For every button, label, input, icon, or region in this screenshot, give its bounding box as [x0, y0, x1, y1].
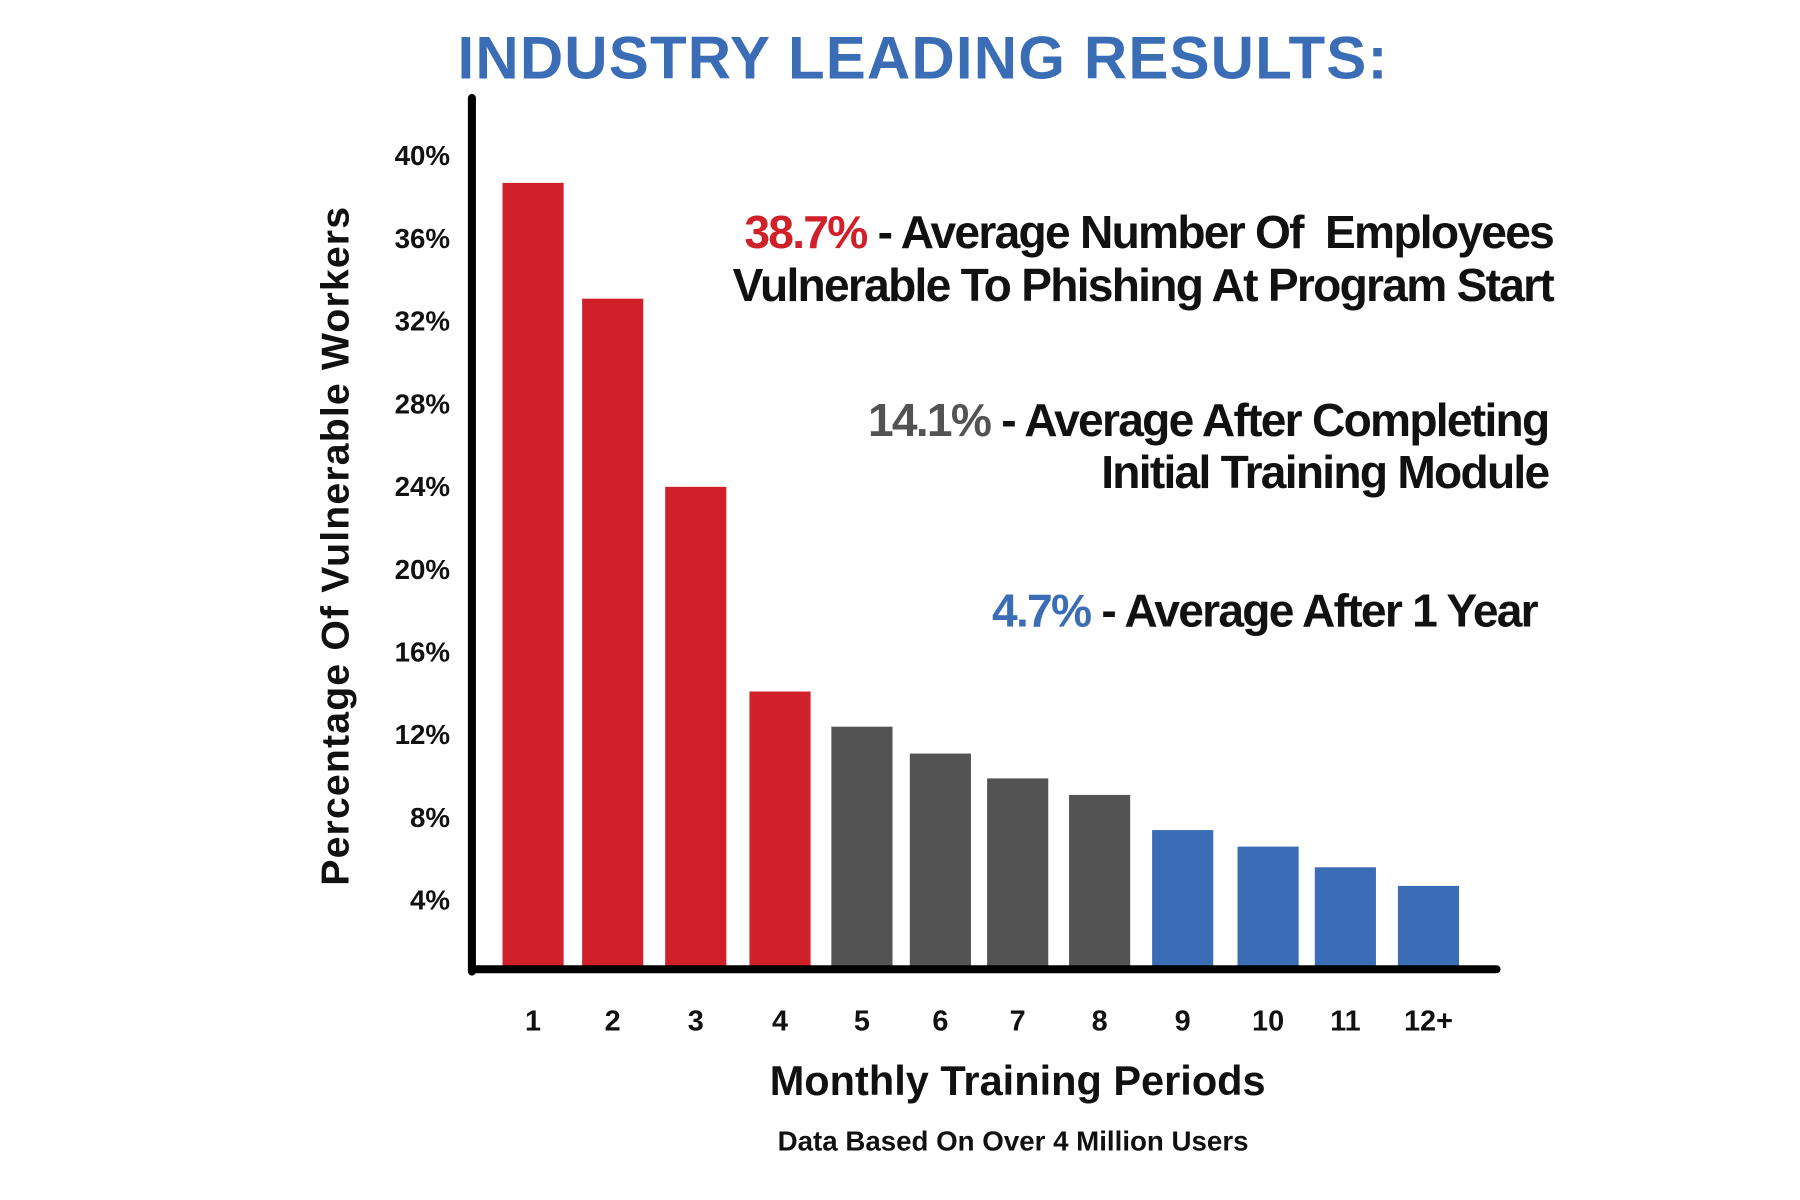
y-tick-label: 28%: [395, 388, 450, 419]
x-tick-label: 6: [932, 1005, 948, 1037]
annotation-text: - Average After 1 Year: [1090, 585, 1538, 637]
x-ticks: 1 2 3 4 5 6 7 8 9 10 11 12+: [525, 1005, 1453, 1037]
y-tick-label: 36%: [395, 223, 450, 254]
annotation-text: Initial Training Module: [1101, 446, 1549, 498]
y-tick-label: 16%: [395, 636, 450, 667]
bar-3: [665, 486, 727, 966]
x-tick-label: 1: [525, 1005, 541, 1037]
y-ticks: 4% 8% 12% 16% 20% 24% 28% 32% 36% 40%: [395, 140, 450, 915]
y-tick-label: 40%: [395, 140, 450, 171]
annotation-value: 38.7%: [744, 206, 867, 258]
x-tick-label: 2: [605, 1005, 621, 1037]
bar-6: [909, 753, 971, 966]
annotation-text: Vulnerable To Phishing At Program Start: [733, 259, 1555, 311]
x-tick-label: 5: [854, 1005, 870, 1037]
x-tick-label: 3: [688, 1005, 704, 1037]
x-tick-label: 10: [1252, 1005, 1284, 1037]
bar-5: [831, 726, 893, 966]
svg-text:14.1% - Average After Completi: 14.1% - Average After Completing: [868, 394, 1549, 446]
x-tick-label: 11: [1330, 1005, 1360, 1037]
bar-8: [1069, 794, 1131, 966]
y-tick-label: 12%: [395, 719, 450, 750]
annotation-text: - Average Number Of Employees: [867, 206, 1554, 258]
x-tick-label: 8: [1092, 1005, 1108, 1037]
source-note: Data Based On Over 4 Million Users: [778, 1125, 1249, 1156]
x-axis-label: Monthly Training Periods: [770, 1057, 1266, 1104]
chart-title: INDUSTRY LEADING RESULTS:: [458, 24, 1389, 91]
y-tick-label: 8%: [410, 802, 450, 833]
bar-4: [749, 691, 811, 966]
x-tick-label: 7: [1010, 1005, 1026, 1037]
bars: [502, 182, 1460, 966]
x-tick-label: 12+: [1404, 1005, 1453, 1037]
y-tick-label: 20%: [395, 554, 450, 585]
svg-text:38.7% - Average Number Of Emp: 38.7% - Average Number Of Employees: [744, 206, 1553, 258]
bar-12+: [1397, 885, 1460, 966]
annotation-value: 4.7%: [992, 585, 1091, 637]
y-tick-label: 4%: [410, 885, 450, 916]
bar-2: [582, 298, 644, 966]
annotation-start: 38.7% - Average Number Of Employees Vuln…: [733, 206, 1556, 311]
bar-1: [502, 182, 564, 966]
annotation-text: - Average After Completing: [990, 394, 1548, 446]
bar-9: [1152, 830, 1214, 966]
y-axis-label: Percentage Of Vulnerable Workers: [313, 206, 357, 886]
y-tick-label: 32%: [395, 306, 450, 337]
x-tick-label: 4: [772, 1005, 788, 1037]
bar-11: [1314, 867, 1376, 966]
annotation-after-initial: 14.1% - Average After Completing Initial…: [868, 394, 1551, 498]
y-tick-label: 24%: [395, 471, 450, 502]
svg-text:4.7% - Average After 1 Year: 4.7% - Average After 1 Year: [992, 585, 1539, 637]
annotation-value: 14.1%: [868, 394, 991, 446]
annotation-after-year: 4.7% - Average After 1 Year: [992, 585, 1540, 637]
bar-10: [1237, 846, 1299, 966]
bar-7: [987, 778, 1049, 966]
x-tick-label: 9: [1175, 1005, 1191, 1037]
